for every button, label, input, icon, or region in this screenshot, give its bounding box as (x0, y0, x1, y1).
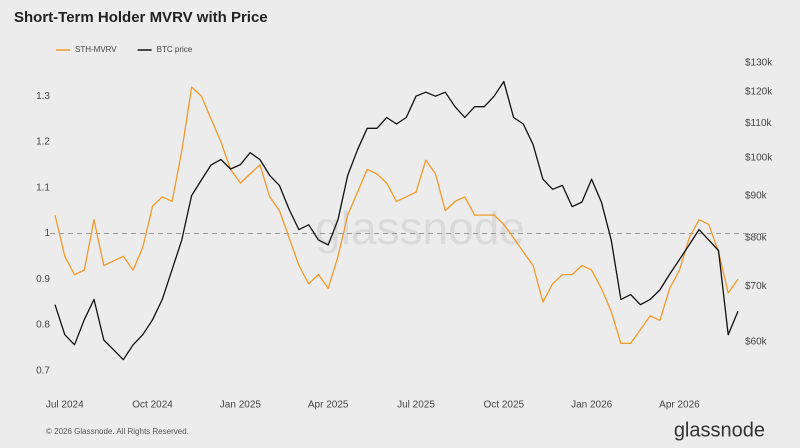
y2-tick-label: $100k (745, 152, 773, 163)
chart-title: Short-Term Holder MVRV with Price (14, 9, 268, 26)
brand-logo: glassnode (674, 419, 765, 441)
legend: STH-MVRV BTC price (56, 45, 193, 54)
x-tick-label: Apr 2025 (308, 400, 349, 411)
x-tick-label: Oct 2024 (132, 400, 173, 411)
y2-tick-label: $80k (745, 233, 768, 244)
series-line (54, 80, 739, 361)
y2-tick-label: $70k (745, 281, 768, 292)
series-line (54, 86, 739, 344)
y2-tick-label: $130k (745, 58, 773, 69)
y2-tick-label: $120k (745, 87, 773, 98)
footer: © 2026 Glassnode. All Rights Reserved. (46, 427, 189, 436)
y-tick-label: 1 (44, 228, 50, 239)
y-tick-label: 0.9 (36, 274, 50, 285)
y-tick-label: 1.1 (36, 182, 50, 193)
x-tick-label: Jan 2026 (571, 400, 613, 411)
y2-tick-label: $90k (745, 190, 768, 201)
y-tick-label: 0.7 (36, 365, 50, 376)
x-tick-label: Apr 2026 (659, 400, 700, 411)
x-tick-label: Oct 2025 (484, 400, 525, 411)
y-tick-label: 0.8 (36, 320, 50, 331)
x-tick-label: Jan 2025 (220, 400, 262, 411)
y2-tick-label: $110k (745, 118, 773, 129)
y-tick-label: 1.2 (36, 137, 50, 148)
legend-label: BTC price (157, 45, 193, 54)
y-tick-label: 1.3 (36, 91, 50, 102)
y2-tick-label: $60k (745, 336, 768, 347)
legend-label: STH-MVRV (75, 45, 117, 54)
watermark: glassnode (315, 202, 525, 254)
x-tick-label: Jul 2024 (46, 400, 84, 411)
x-tick-label: Jul 2025 (397, 400, 435, 411)
